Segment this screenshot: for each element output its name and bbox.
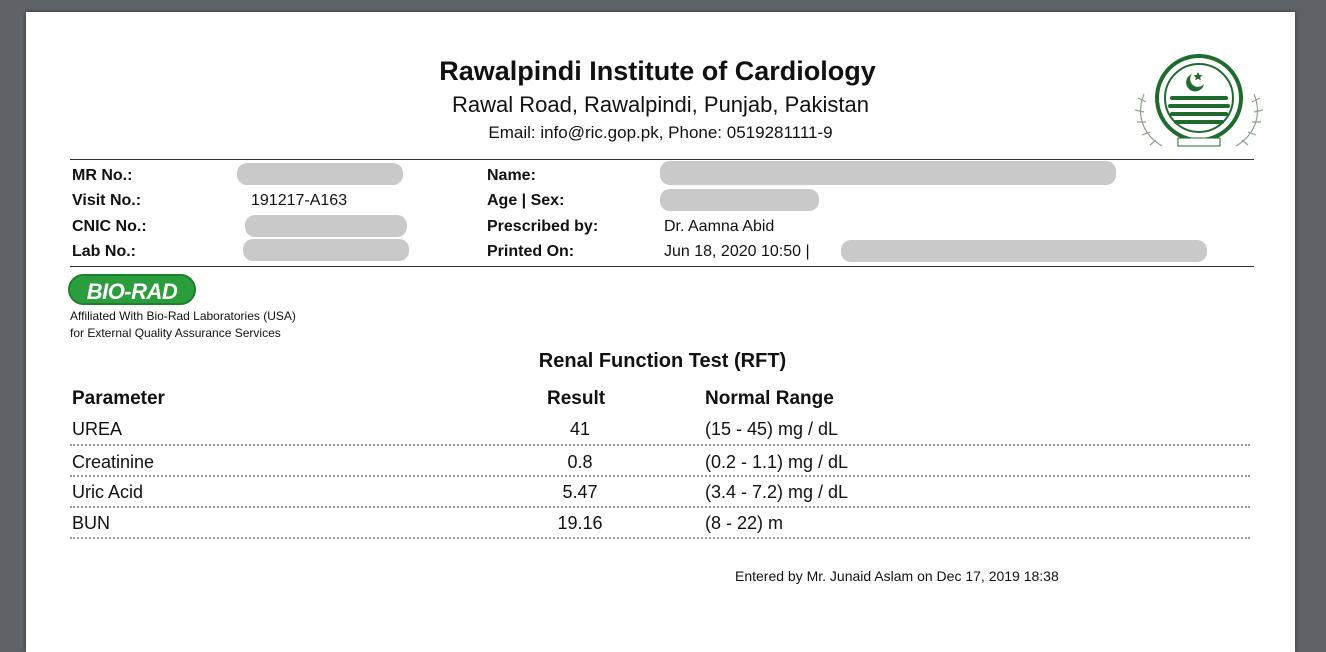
header-range: Normal Range <box>705 388 834 409</box>
row-result: 41 <box>569 419 591 439</box>
name-label: Name: <box>487 167 536 184</box>
entered-by-note: Entered by Mr. Junaid Aslam on Dec 17, 2… <box>735 568 1059 584</box>
cnic-redaction <box>245 215 407 237</box>
biorad-affiliation-line1: Affiliated With Bio-Rad Laboratories (US… <box>70 309 296 323</box>
row-parameter: BUN <box>72 513 111 533</box>
row-range: (8 - 22) m <box>705 513 784 533</box>
age-sex-redaction <box>660 189 819 211</box>
mr-label: MR No.: <box>72 167 133 184</box>
row-range: (3.4 - 7.2) mg / dL <box>705 482 849 502</box>
row-range: (15 - 45) mg / dL <box>705 419 839 439</box>
header-parameter: Parameter <box>72 388 165 409</box>
name-redaction <box>660 161 1116 185</box>
printed-label: Printed On: <box>487 243 575 260</box>
row-parameter: UREA <box>72 419 123 439</box>
row-divider <box>70 537 1250 539</box>
row-result: 0.8 <box>567 452 593 472</box>
punjab-government-emblem-icon <box>1134 54 1264 147</box>
row-range: (0.2 - 1.1) mg / dL <box>705 452 849 472</box>
institute-address: Rawal Road, Rawalpindi, Punjab, Pakistan <box>451 92 869 117</box>
cnic-label: CNIC No.: <box>72 218 147 235</box>
header-result: Result <box>547 388 606 409</box>
biorad-affiliation-line2: for External Quality Assurance Services <box>70 326 281 340</box>
report-page: Rawalpindi Institute of Cardiology Rawal… <box>26 12 1295 652</box>
biorad-logo: BIO-RAD <box>68 274 196 305</box>
prescribed-label: Prescribed by: <box>487 218 599 235</box>
report-title: Renal Function Test (RFT) <box>538 350 787 372</box>
visit-value: 191217-A163 <box>251 192 348 209</box>
info-rule <box>70 266 1254 267</box>
row-result: 5.47 <box>562 482 598 502</box>
lab-redaction <box>243 239 409 261</box>
row-divider <box>70 444 1250 446</box>
institute-contact: Email: info@ric.gop.pk, Phone: 051928111… <box>488 123 833 142</box>
lab-label: Lab No.: <box>72 243 136 260</box>
age-sex-label: Age | Sex: <box>487 192 565 209</box>
printed-value: Jun 18, 2020 10:50 | <box>664 243 810 260</box>
printed-redaction <box>841 240 1207 262</box>
row-parameter: Uric Acid <box>72 482 144 502</box>
row-parameter: Creatinine <box>72 452 155 472</box>
row-divider <box>70 506 1250 508</box>
visit-label: Visit No.: <box>72 192 142 209</box>
prescribed-value: Dr. Aamna Abid <box>664 218 775 235</box>
institute-name: Rawalpindi Institute of Cardiology <box>439 56 876 86</box>
row-divider <box>70 475 1250 477</box>
header-rule <box>70 159 1254 160</box>
row-result: 19.16 <box>557 513 603 533</box>
mr-redaction <box>237 163 403 185</box>
